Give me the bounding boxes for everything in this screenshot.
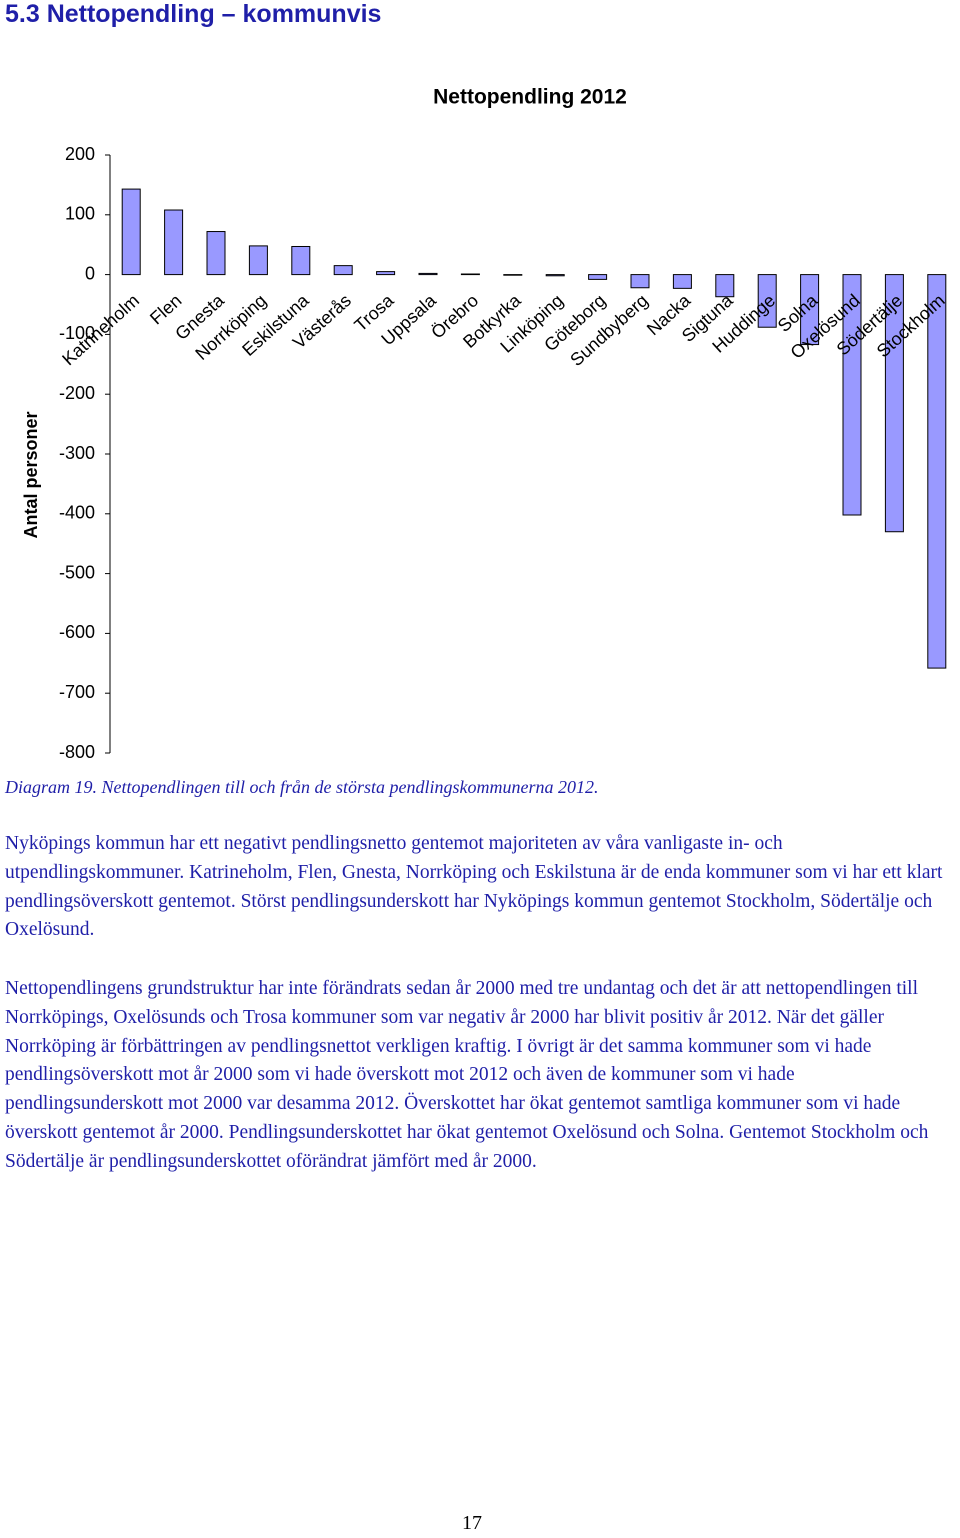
- bar: [927, 274, 947, 669]
- y-tick-label: -400: [59, 503, 95, 523]
- y-tick-label: -700: [59, 682, 95, 702]
- bar: [333, 265, 353, 276]
- y-tick-label: 200: [65, 144, 95, 164]
- bar: [884, 274, 904, 533]
- chart-title: Nettopendling 2012: [433, 86, 627, 109]
- bar: [715, 274, 735, 298]
- y-tick-label: -300: [59, 443, 95, 463]
- bar: [291, 245, 311, 276]
- bar: [503, 274, 523, 276]
- caption: Diagram 19. Nettopendlingen till och frå…: [5, 777, 599, 797]
- y-tick-label: -200: [59, 383, 95, 403]
- bar: [248, 245, 268, 276]
- bar: [672, 274, 692, 289]
- bar: [121, 188, 141, 276]
- bar: [206, 231, 226, 276]
- bar: [418, 272, 438, 276]
- y-tick-label: -500: [59, 562, 95, 582]
- bar: [588, 274, 608, 280]
- bar: [460, 273, 480, 276]
- bar: [545, 274, 565, 277]
- y-axis-label: Antal personer: [21, 411, 41, 538]
- y-tick-label: -600: [59, 622, 95, 642]
- paragraph: Nyköpings kommun har ett negativt pendli…: [5, 833, 943, 941]
- bar: [630, 274, 650, 289]
- bar: [376, 271, 396, 276]
- bar: [164, 209, 184, 276]
- y-tick-label: -100: [59, 323, 95, 343]
- chart: Nettopendling 2012 Antal personer -800 -7…: [21, 86, 949, 762]
- bar: [757, 274, 777, 328]
- bar: [842, 274, 862, 516]
- page-number: 17: [462, 1512, 482, 1534]
- y-tick-label: -800: [59, 742, 95, 762]
- y-tick-label: 100: [65, 204, 95, 224]
- y-tick-label: 0: [85, 263, 95, 283]
- heading: 5.3 Nettopendling – kommunvis: [5, 0, 382, 28]
- bar: [800, 274, 820, 346]
- paragraph: Nettopendlingens grundstruktur har inte …: [5, 978, 929, 1172]
